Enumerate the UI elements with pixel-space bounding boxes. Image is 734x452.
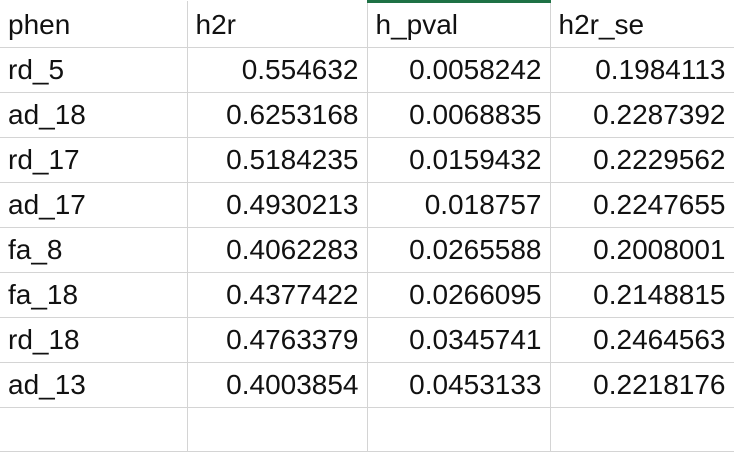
cell-phen[interactable]: ad_18: [0, 92, 188, 138]
cell-empty[interactable]: [367, 407, 551, 452]
cell-h-pval[interactable]: 0.0453133: [367, 362, 551, 408]
table-row: ad_13 0.4003854 0.0453133 0.2218176: [0, 362, 734, 408]
table-row: fa_18 0.4377422 0.0266095 0.2148815: [0, 272, 734, 318]
cell-h-pval[interactable]: 0.018757: [367, 182, 551, 228]
cell-phen[interactable]: rd_5: [0, 47, 188, 93]
cell-h-pval[interactable]: 0.0159432: [367, 137, 551, 183]
cell-h-pval[interactable]: 0.0058242: [367, 47, 551, 93]
column-header-h-pval[interactable]: h_pval: [367, 0, 551, 48]
cell-phen[interactable]: fa_8: [0, 227, 188, 273]
table-row: fa_8 0.4062283 0.0265588 0.2008001: [0, 227, 734, 273]
table-row: rd_17 0.5184235 0.0159432 0.2229562: [0, 137, 734, 183]
cell-h-pval[interactable]: 0.0068835: [367, 92, 551, 138]
cell-h2r[interactable]: 0.4003854: [187, 362, 368, 408]
header-row: phen h2r h_pval h2r_se: [0, 0, 734, 48]
cell-empty[interactable]: [550, 407, 734, 452]
cell-h2r[interactable]: 0.4377422: [187, 272, 368, 318]
cell-h-pval[interactable]: 0.0266095: [367, 272, 551, 318]
cell-empty[interactable]: [187, 407, 368, 452]
cell-h2r-se[interactable]: 0.2229562: [550, 137, 734, 183]
cell-phen[interactable]: ad_13: [0, 362, 188, 408]
column-header-h2r-se[interactable]: h2r_se: [550, 1, 734, 48]
cell-h2r-se[interactable]: 0.1984113: [550, 47, 734, 93]
cell-phen[interactable]: rd_18: [0, 317, 188, 363]
cell-empty[interactable]: [0, 407, 188, 452]
cell-h2r[interactable]: 0.554632: [187, 47, 368, 93]
cell-h-pval[interactable]: 0.0265588: [367, 227, 551, 273]
cell-h2r[interactable]: 0.4930213: [187, 182, 368, 228]
cell-h2r-se[interactable]: 0.2218176: [550, 362, 734, 408]
table-row: rd_18 0.4763379 0.0345741 0.2464563: [0, 317, 734, 363]
column-header-phen[interactable]: phen: [0, 1, 188, 48]
table-row: ad_17 0.4930213 0.018757 0.2247655: [0, 182, 734, 228]
cell-h2r-se[interactable]: 0.2008001: [550, 227, 734, 273]
cell-h2r[interactable]: 0.5184235: [187, 137, 368, 183]
cell-phen[interactable]: rd_17: [0, 137, 188, 183]
cell-h2r[interactable]: 0.4062283: [187, 227, 368, 273]
cell-phen[interactable]: ad_17: [0, 182, 188, 228]
cell-h2r-se[interactable]: 0.2464563: [550, 317, 734, 363]
cell-h2r-se[interactable]: 0.2148815: [550, 272, 734, 318]
cell-h2r[interactable]: 0.4763379: [187, 317, 368, 363]
cell-h2r-se[interactable]: 0.2287392: [550, 92, 734, 138]
table-row: rd_5 0.554632 0.0058242 0.1984113: [0, 47, 734, 93]
cell-h2r[interactable]: 0.6253168: [187, 92, 368, 138]
table-row-partial: [0, 407, 734, 452]
table-row: ad_18 0.6253168 0.0068835 0.2287392: [0, 92, 734, 138]
cell-phen[interactable]: fa_18: [0, 272, 188, 318]
cell-h-pval[interactable]: 0.0345741: [367, 317, 551, 363]
column-header-h2r[interactable]: h2r: [187, 1, 368, 48]
cell-h2r-se[interactable]: 0.2247655: [550, 182, 734, 228]
